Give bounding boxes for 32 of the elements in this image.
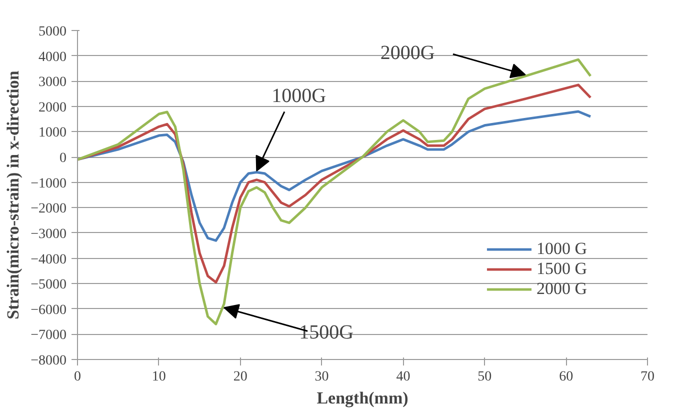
y-tick-label: −4000 (30, 252, 67, 268)
legend-label: 2000 G (536, 279, 587, 299)
y-tick-label: 1000 (38, 126, 66, 141)
x-tick-label: 20 (233, 370, 248, 384)
x-tick-label: 50 (478, 370, 492, 384)
x-tick-label: 70 (640, 370, 654, 384)
y-tick-label: −7000 (30, 328, 67, 344)
x-tick-label: 0 (74, 370, 81, 384)
x-tick-label: 40 (396, 370, 410, 384)
y-tick-label: −8000 (30, 354, 67, 368)
y-tick-label: 0 (60, 151, 66, 166)
legend-label: 1500 G (536, 259, 587, 279)
line-series (78, 58, 592, 326)
annotation: 2000G (380, 42, 435, 64)
y-axis-title: Strain(micro-strain) in x-direction (4, 70, 23, 320)
annotation: 1500G (299, 322, 354, 344)
y-tick-label: −6000 (30, 302, 67, 318)
x-axis-title: Length(mm) (316, 388, 408, 408)
y-tick-label: −3000 (30, 226, 67, 242)
x-tick-label: 60 (559, 370, 574, 384)
y-tick-label: 3000 (38, 75, 66, 90)
line-series (78, 110, 592, 242)
y-tick-label: 5000 (38, 24, 66, 40)
y-tick-label: −2000 (30, 202, 67, 217)
legend-label: 1000 G (536, 239, 587, 259)
y-tick-label: 2000 (38, 100, 66, 116)
x-tick-label: 10 (152, 370, 166, 384)
y-tick-label: −1000 (30, 176, 67, 192)
annotation: 1000G (272, 84, 326, 107)
x-tick-label: 30 (314, 370, 329, 384)
y-tick-label: −5000 (30, 278, 67, 293)
y-tick-label: 4000 (38, 50, 66, 65)
